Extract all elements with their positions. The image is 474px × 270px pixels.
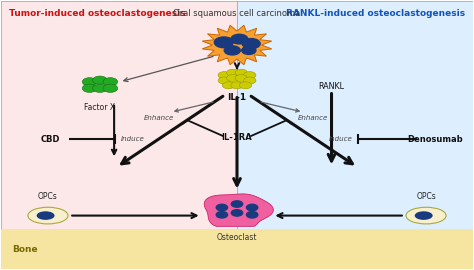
Polygon shape bbox=[202, 25, 272, 65]
Circle shape bbox=[103, 84, 118, 92]
Text: RANKL: RANKL bbox=[319, 82, 345, 91]
Polygon shape bbox=[204, 194, 273, 226]
Circle shape bbox=[216, 204, 228, 211]
Text: IL-1: IL-1 bbox=[228, 93, 246, 102]
Circle shape bbox=[242, 39, 260, 49]
Bar bbox=[0, 229, 474, 269]
Ellipse shape bbox=[28, 207, 68, 224]
Text: CBD: CBD bbox=[41, 134, 60, 144]
Circle shape bbox=[246, 212, 258, 218]
Bar bbox=[237, 1, 474, 229]
Circle shape bbox=[235, 75, 247, 82]
Text: OPCs: OPCs bbox=[38, 192, 58, 201]
Circle shape bbox=[216, 212, 228, 218]
Circle shape bbox=[92, 84, 107, 92]
Circle shape bbox=[242, 46, 256, 55]
Circle shape bbox=[244, 77, 256, 84]
Circle shape bbox=[218, 72, 230, 79]
Text: Induce: Induce bbox=[121, 136, 145, 142]
Text: IL-1RA: IL-1RA bbox=[222, 133, 252, 142]
Bar bbox=[0, 1, 237, 229]
Circle shape bbox=[231, 201, 243, 207]
Circle shape bbox=[231, 210, 243, 216]
Text: Bone: Bone bbox=[12, 245, 38, 254]
Circle shape bbox=[227, 75, 239, 82]
Text: OPCs: OPCs bbox=[416, 192, 436, 201]
Circle shape bbox=[82, 78, 97, 86]
Text: Enhance: Enhance bbox=[298, 114, 328, 120]
Text: RANKL-induced osteoclastogenesis: RANKL-induced osteoclastogenesis bbox=[286, 9, 465, 18]
Circle shape bbox=[92, 76, 107, 84]
Text: Induce: Induce bbox=[329, 136, 353, 142]
Circle shape bbox=[231, 34, 248, 44]
Circle shape bbox=[227, 69, 239, 76]
Circle shape bbox=[231, 82, 243, 89]
Text: Denosumab: Denosumab bbox=[408, 134, 463, 144]
Circle shape bbox=[244, 72, 256, 79]
Circle shape bbox=[218, 77, 230, 84]
Text: Oral squamous cell carcinoma: Oral squamous cell carcinoma bbox=[173, 9, 301, 18]
Circle shape bbox=[224, 46, 240, 55]
Circle shape bbox=[246, 204, 258, 211]
Circle shape bbox=[214, 37, 233, 48]
Text: Enhance: Enhance bbox=[144, 114, 174, 120]
Text: Factor X: Factor X bbox=[84, 103, 116, 112]
Text: Osteoclast: Osteoclast bbox=[217, 233, 257, 242]
Ellipse shape bbox=[36, 211, 55, 220]
Text: Tumor-induced osteoclastogenesis: Tumor-induced osteoclastogenesis bbox=[9, 9, 186, 18]
Ellipse shape bbox=[415, 211, 433, 220]
Circle shape bbox=[239, 82, 252, 89]
Circle shape bbox=[82, 84, 97, 92]
Circle shape bbox=[103, 78, 118, 86]
Circle shape bbox=[222, 82, 235, 89]
Circle shape bbox=[235, 69, 247, 76]
Ellipse shape bbox=[406, 207, 446, 224]
